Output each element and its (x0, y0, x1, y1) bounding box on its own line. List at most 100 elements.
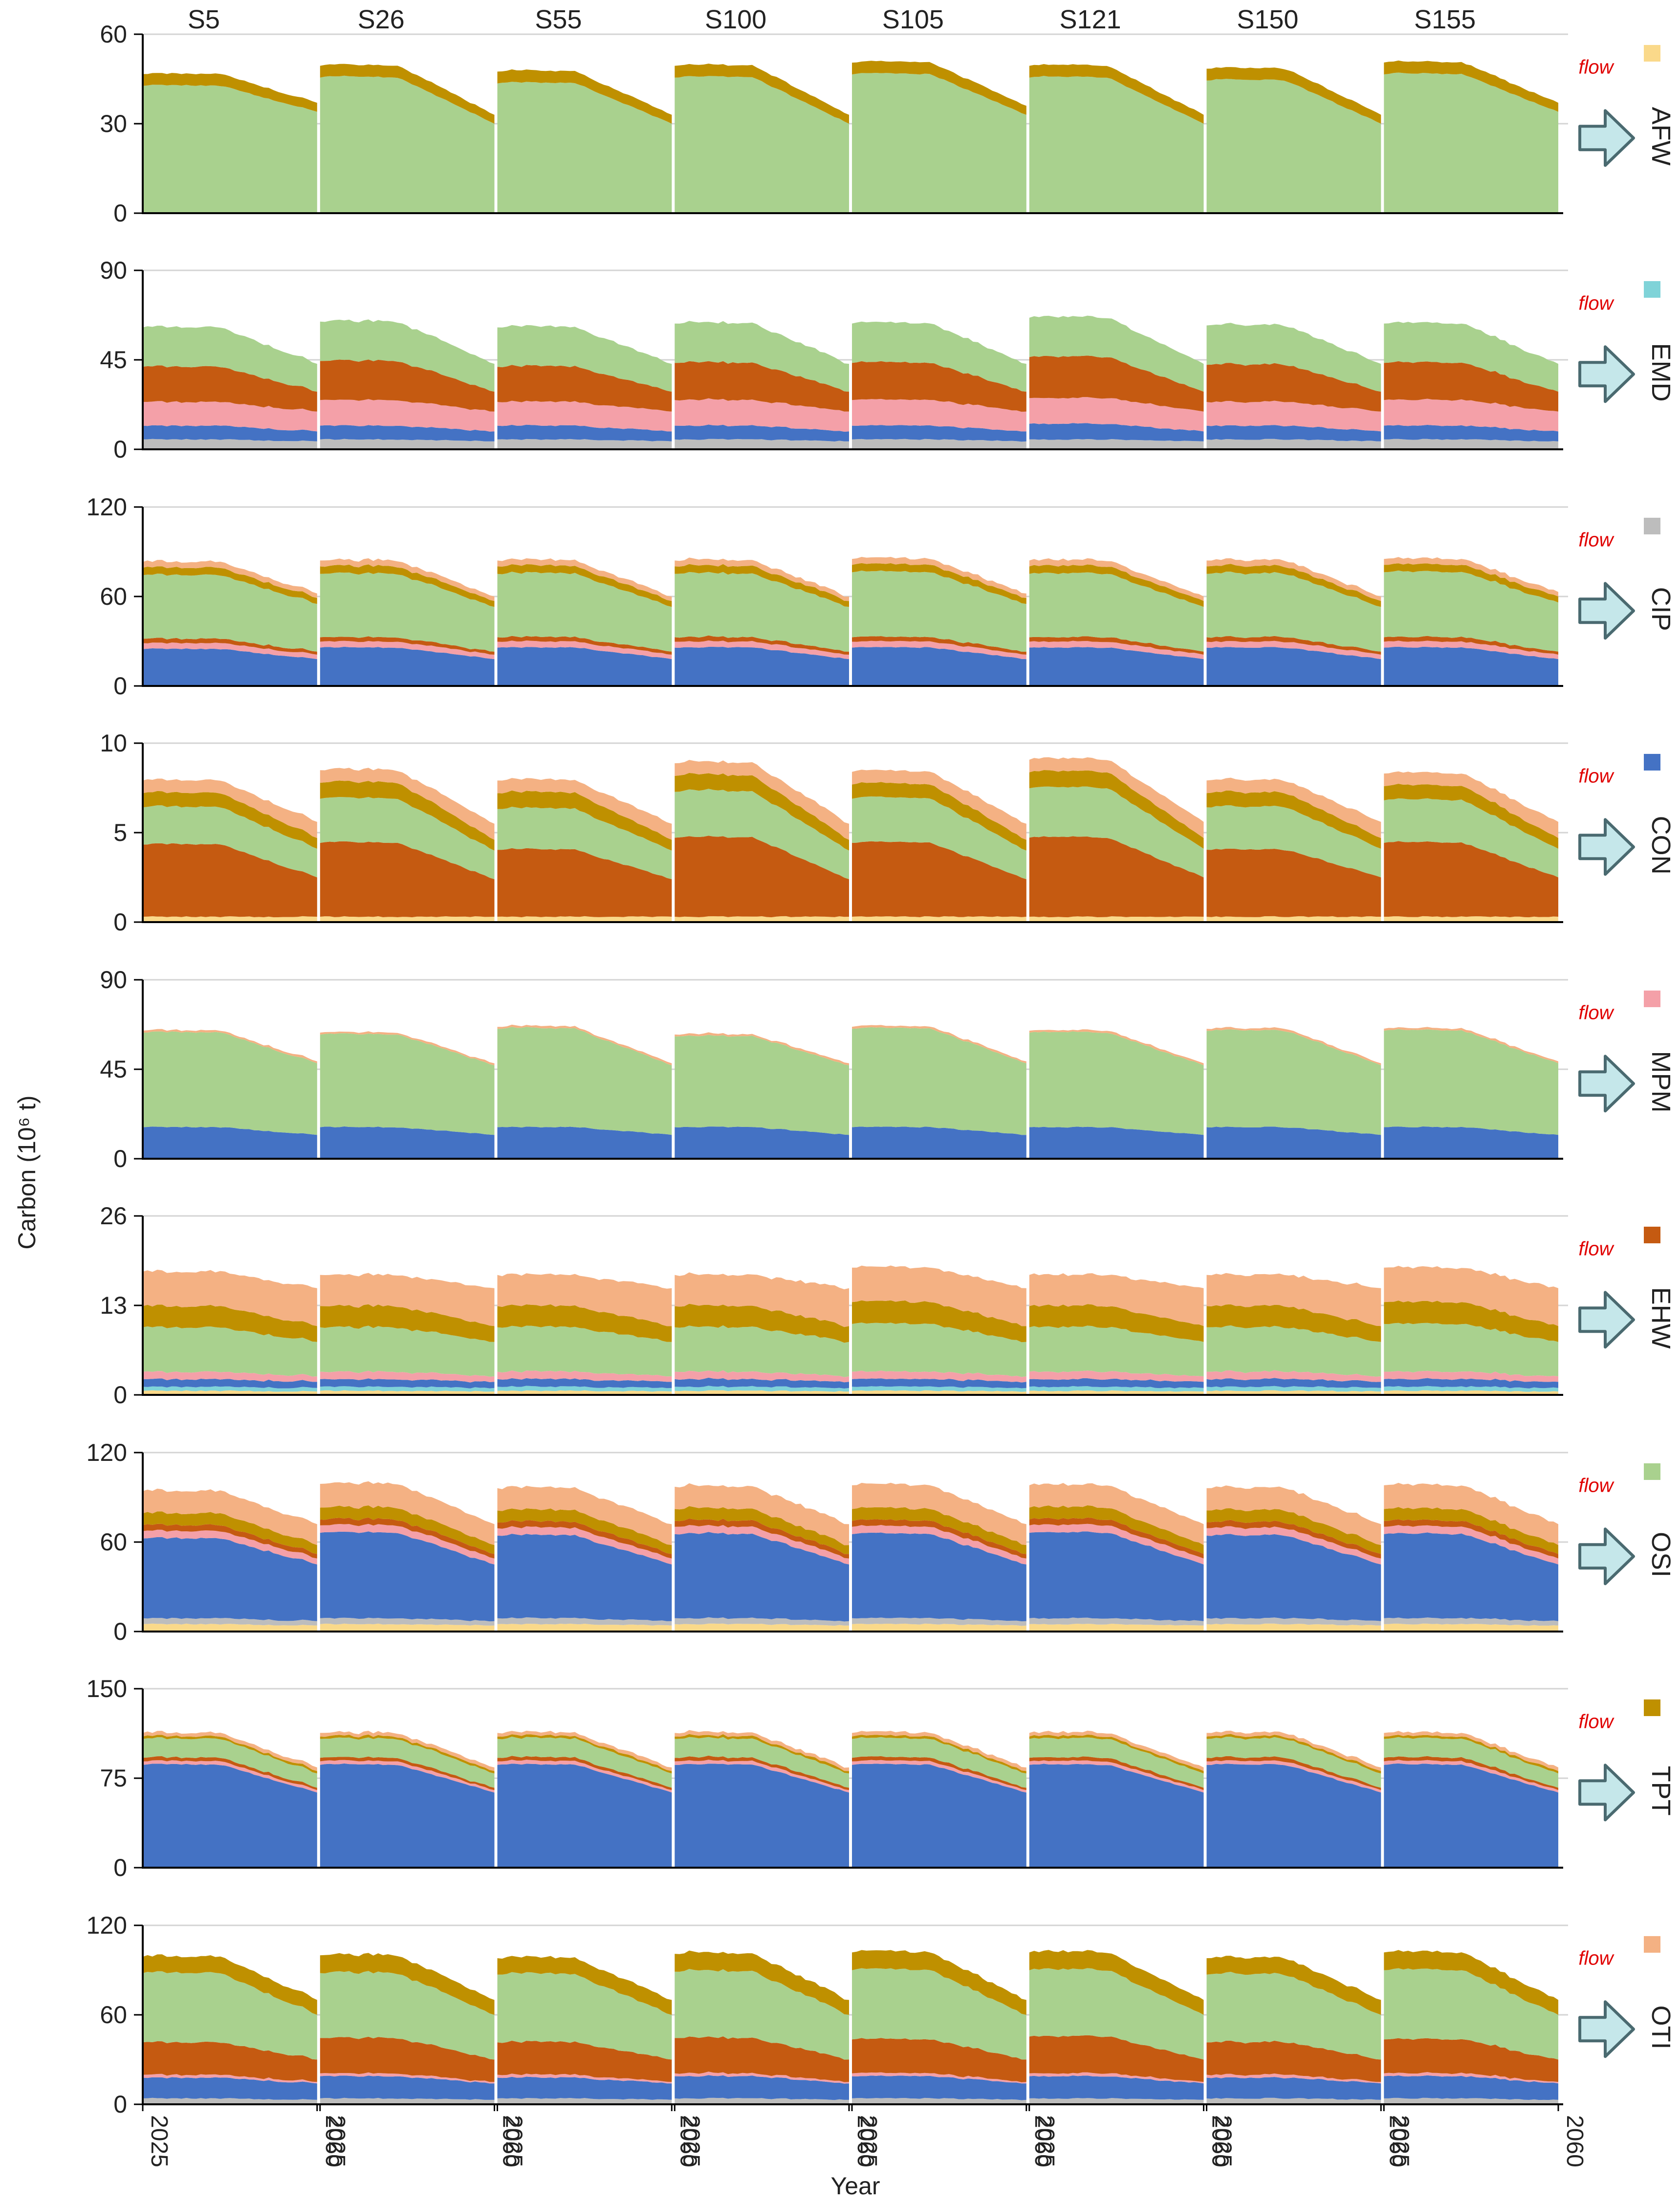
area-cip-osi-s4 (675, 572, 849, 652)
area-osi-mpm-s6 (1029, 1523, 1204, 1565)
area-mpm-osi-s8 (1384, 1029, 1558, 1135)
area-osi-afw-s8 (1384, 1623, 1558, 1632)
scenario-label: S55 (535, 5, 582, 34)
area-osi-con-s5 (852, 1532, 1026, 1622)
area-emd-mpm-s2 (320, 399, 495, 432)
area-emd-mpm-s3 (497, 400, 672, 432)
y-tick-label: 0 (113, 1381, 127, 1409)
area-con-oti-s6 (1029, 757, 1204, 838)
area-mpm-con-s8 (1384, 1126, 1558, 1159)
area-emd-osi-s3 (497, 325, 672, 392)
area-osi-tpt-s8 (1384, 1507, 1558, 1554)
area-osi-ehw-s7 (1206, 1520, 1381, 1559)
area-ehw-oti-s4 (675, 1272, 849, 1327)
scenario-label: S150 (1237, 5, 1298, 34)
sector-label: CON (1646, 816, 1676, 875)
area-emd-mpm-s5 (852, 398, 1026, 432)
area-oti-mpm-s6 (1029, 2072, 1204, 2084)
area-ehw-tpt-s7 (1206, 1304, 1381, 1342)
area-tpt-osi-s8 (1384, 1737, 1558, 1788)
area-osi-cip-s5 (852, 1617, 1026, 1626)
area-afw-tpt-s8 (1384, 60, 1558, 112)
area-afw-tpt-s5 (852, 61, 1026, 115)
area-mpm-osi-s1 (143, 1031, 317, 1135)
area-ehw-con-s6 (1029, 1378, 1204, 1389)
sector-swatch (1644, 1463, 1660, 1480)
area-afw-tpt-s2 (320, 64, 495, 124)
flow-label: flow (1578, 1948, 1615, 1969)
area-tpt-tpt-s2 (320, 1734, 495, 1774)
area-tpt-osi-s6 (1029, 1737, 1204, 1788)
area-tpt-mpm-s6 (1029, 1760, 1204, 1793)
area-emd-cip-s2 (320, 439, 495, 449)
y-tick-label: 60 (100, 583, 127, 610)
area-osi-oti-s6 (1029, 1483, 1204, 1545)
area-tpt-con-s4 (675, 1764, 849, 1868)
x-tick-label: 2025 (1210, 2115, 1236, 2167)
area-oti-ehw-s7 (1206, 2040, 1381, 2082)
area-ehw-oti-s7 (1206, 1273, 1381, 1326)
area-oti-cip-s5 (852, 2097, 1026, 2104)
y-tick-label: 45 (100, 346, 127, 374)
area-ehw-emd-s5 (852, 1386, 1026, 1392)
area-ehw-con-s8 (1384, 1378, 1558, 1389)
area-cip-tpt-s6 (1029, 564, 1204, 607)
area-cip-osi-s6 (1029, 572, 1204, 652)
area-ehw-emd-s6 (1029, 1386, 1204, 1392)
area-afw-osi-s7 (1206, 79, 1381, 213)
y-tick-label: 60 (100, 1528, 127, 1556)
area-tpt-oti-s5 (852, 1731, 1026, 1771)
area-cip-oti-s4 (675, 557, 849, 601)
area-osi-afw-s7 (1206, 1623, 1381, 1632)
area-con-afw-s3 (497, 916, 672, 922)
area-tpt-ehw-s1 (143, 1756, 317, 1790)
area-mpm-con-s1 (143, 1126, 317, 1159)
area-emd-osi-s4 (675, 321, 849, 392)
flow-arrow-icon (1578, 1291, 1635, 1349)
area-tpt-ehw-s4 (675, 1755, 849, 1790)
area-tpt-oti-s2 (320, 1731, 495, 1771)
area-emd-cip-s3 (497, 439, 672, 449)
panel-oti: 0 60 120 flow OTI (87, 1912, 1676, 2118)
area-con-afw-s2 (320, 916, 495, 922)
area-tpt-osi-s1 (143, 1737, 317, 1788)
area-emd-ehw-s7 (1206, 363, 1381, 412)
area-oti-osi-s6 (1029, 1968, 1204, 2060)
flow-label: flow (1578, 1711, 1615, 1733)
area-tpt-osi-s7 (1206, 1737, 1381, 1788)
area-osi-afw-s2 (320, 1623, 495, 1632)
area-ehw-oti-s3 (497, 1273, 672, 1326)
area-ehw-tpt-s4 (675, 1303, 849, 1343)
area-emd-con-s3 (497, 424, 672, 441)
area-osi-cip-s8 (1384, 1617, 1558, 1626)
area-emd-ehw-s5 (852, 361, 1026, 412)
area-ehw-emd-s1 (143, 1386, 317, 1392)
area-emd-cip-s7 (1206, 439, 1381, 449)
area-cip-ehw-s2 (320, 636, 495, 655)
area-osi-mpm-s7 (1206, 1526, 1381, 1565)
area-oti-osi-s3 (497, 1972, 672, 2060)
area-ehw-afw-s7 (1206, 1390, 1381, 1395)
area-con-tpt-s7 (1206, 790, 1381, 849)
area-cip-tpt-s8 (1384, 563, 1558, 603)
area-oti-mpm-s8 (1384, 2072, 1558, 2084)
sector-swatch (1644, 753, 1660, 771)
area-tpt-con-s6 (1029, 1764, 1204, 1868)
area-cip-con-s8 (1384, 646, 1558, 686)
area-osi-cip-s2 (320, 1617, 495, 1626)
area-oti-cip-s4 (675, 2097, 849, 2104)
area-oti-tpt-s1 (143, 1954, 317, 2015)
area-ehw-osi-s3 (497, 1325, 672, 1377)
x-tick-label: 2060 (498, 2115, 524, 2167)
area-cip-con-s7 (1206, 647, 1381, 686)
area-tpt-ehw-s5 (852, 1756, 1026, 1790)
area-ehw-emd-s8 (1384, 1386, 1558, 1392)
area-oti-tpt-s2 (320, 1953, 495, 2015)
area-oti-mpm-s1 (143, 2074, 317, 2084)
area-con-ehw-s1 (143, 843, 317, 918)
x-tick-label: 2060 (675, 2115, 701, 2167)
area-oti-cip-s1 (143, 2097, 317, 2104)
area-oti-mpm-s3 (497, 2074, 672, 2084)
area-cip-mpm-s2 (320, 640, 495, 660)
